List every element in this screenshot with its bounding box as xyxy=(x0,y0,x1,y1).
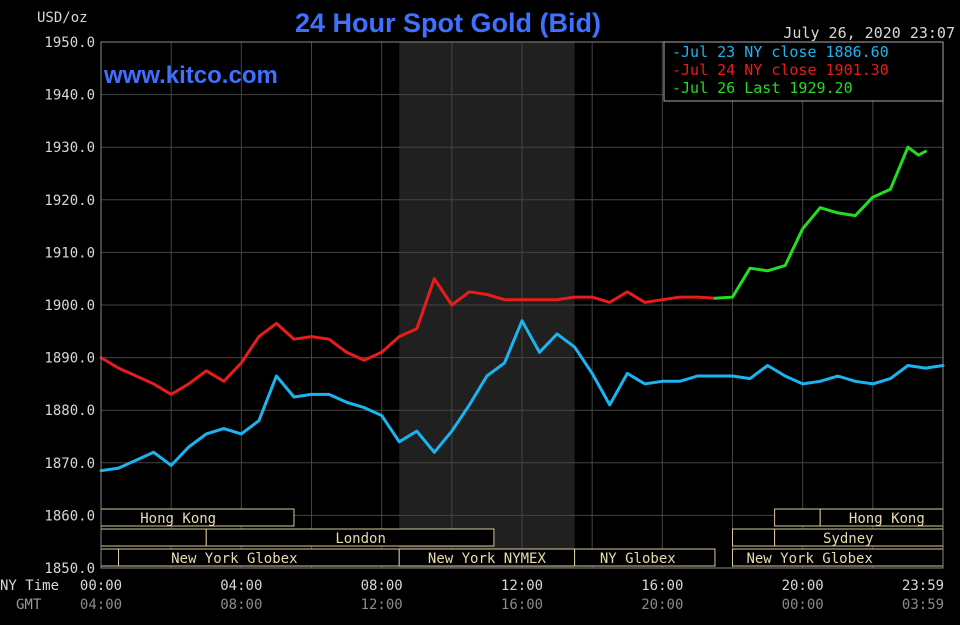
session-box xyxy=(205,528,495,547)
y-tick-label: 1890.0 xyxy=(44,351,95,367)
session-label: New York NYMEX xyxy=(428,551,547,567)
ny-tick-label: 00:00 xyxy=(80,578,122,594)
session-box-edge xyxy=(732,528,776,547)
ny-time-axis-title: NY Time xyxy=(0,578,59,594)
session-box xyxy=(574,548,716,567)
ny-tick-label: 04:00 xyxy=(220,578,262,594)
y-tick-label: 1920.0 xyxy=(44,193,95,209)
session-label: NY Globex xyxy=(600,551,676,567)
y-tick-label: 1930.0 xyxy=(44,140,95,156)
y-unit-label: USD/oz xyxy=(37,10,88,26)
legend-item: -Jul 26 Last 1929.20 xyxy=(672,79,853,97)
series-line-0 xyxy=(99,319,945,473)
series-layer xyxy=(99,145,945,473)
gmt-tick-label: 20:00 xyxy=(641,597,683,613)
session-label: Hong Kong xyxy=(140,511,216,527)
legend-box xyxy=(663,41,944,102)
trading-sessions: Hong Kong London New York Globex New York N… xyxy=(100,508,944,567)
session-box-edge xyxy=(100,528,207,547)
session-box-edge xyxy=(100,548,120,567)
gmt-tick-label: 16:00 xyxy=(501,597,543,613)
y-tick-label: 1900.0 xyxy=(44,298,95,314)
chart-title: 24 Hour Spot Gold (Bid) xyxy=(295,8,601,38)
ny-tick-label: 12:00 xyxy=(501,578,543,594)
grid-layer xyxy=(100,41,944,569)
session-label: Hong Kong xyxy=(849,511,925,527)
gmt-tick-label: 12:00 xyxy=(361,597,403,613)
series-line-1 xyxy=(99,277,717,396)
y-tick-label: 1910.0 xyxy=(44,245,95,261)
legend: -Jul 23 NY close 1886.60-Jul 24 NY close… xyxy=(663,41,944,102)
ny-tick-label: 08:00 xyxy=(361,578,403,594)
ny-tick-label: 20:00 xyxy=(782,578,824,594)
watermark: www.kitco.com xyxy=(103,62,278,89)
y-tick-label: 1870.0 xyxy=(44,456,95,472)
axes-layer: 1950.0 1940.0 1930.0 1920.0 1910.0 1900.0 1890… xyxy=(44,35,944,613)
gmt-tick-label: 00:00 xyxy=(782,597,824,613)
legend-item: -Jul 23 NY close 1886.60 xyxy=(672,43,889,61)
session-label: New York Globex xyxy=(746,551,872,567)
gmt-tick-label: 03:59 xyxy=(902,597,944,613)
series-line-2 xyxy=(713,145,927,300)
ny-tick-label: 23:59 xyxy=(902,578,944,594)
gmt-tick-label: 04:00 xyxy=(80,597,122,613)
session-box-edge xyxy=(774,508,821,527)
y-tick-label: 1950.0 xyxy=(44,35,95,51)
gmt-axis-title: GMT xyxy=(16,597,42,613)
y-tick-label: 1850.0 xyxy=(44,561,95,577)
session-label: New York Globex xyxy=(171,551,297,567)
plot-border xyxy=(100,41,944,569)
y-tick-label: 1860.0 xyxy=(44,508,95,524)
legend-item: -Jul 24 NY close 1901.30 xyxy=(672,61,889,79)
y-tick-label: 1940.0 xyxy=(44,88,95,104)
session-label: London xyxy=(335,531,386,547)
ny-tick-label: 16:00 xyxy=(641,578,683,594)
session-label: Sydney xyxy=(823,531,874,547)
timestamp: July 26, 2020 23:07 xyxy=(783,24,955,42)
gmt-tick-label: 08:00 xyxy=(220,597,262,613)
y-tick-label: 1880.0 xyxy=(44,403,95,419)
